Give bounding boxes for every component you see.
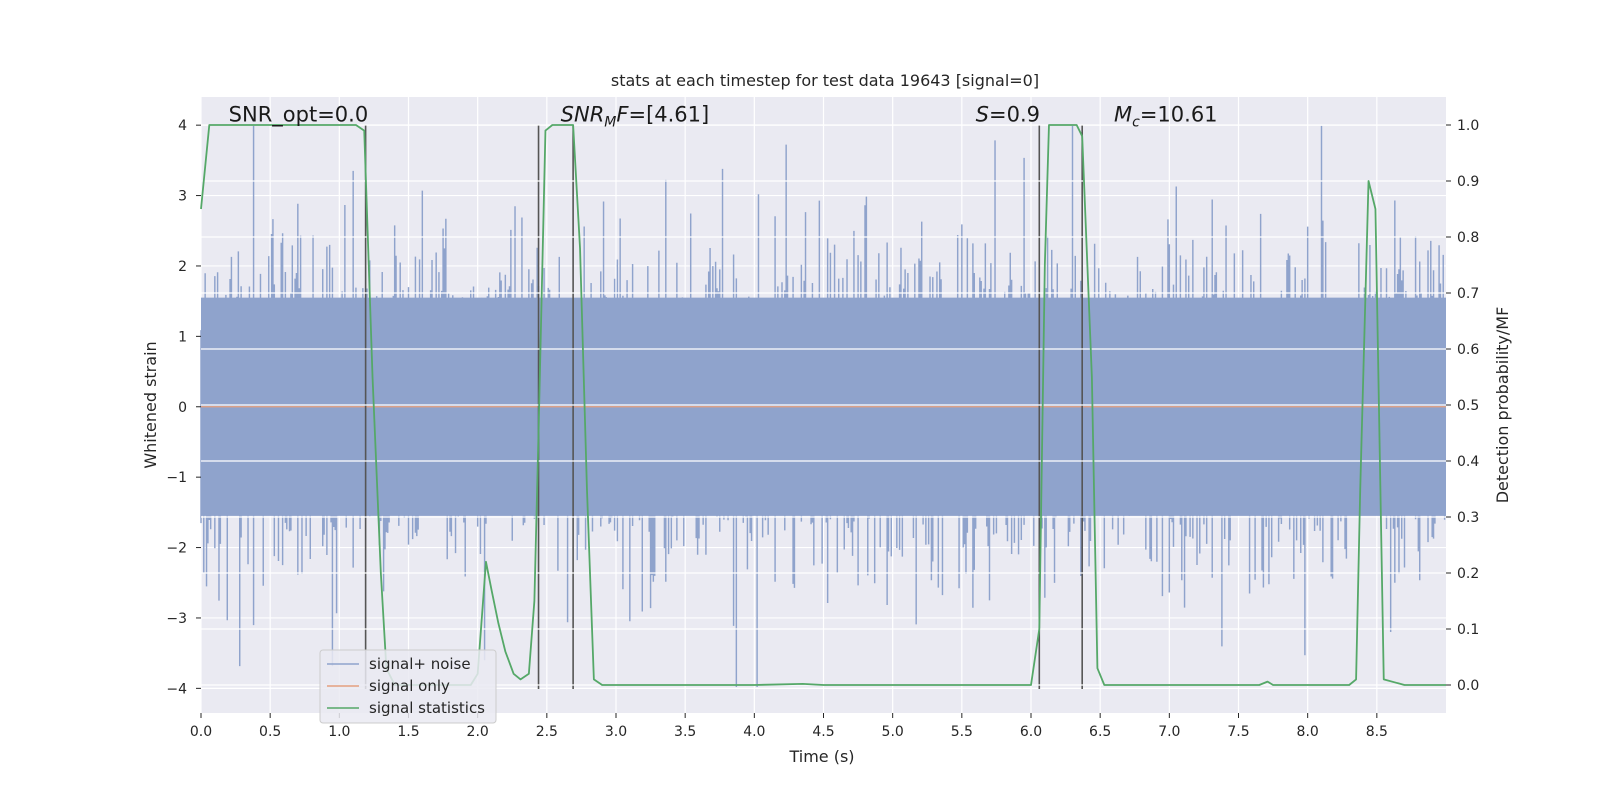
y-right-tick-label: 0.9: [1457, 174, 1479, 190]
y-right-tick-label: 0.5: [1457, 398, 1479, 414]
y-right-tick-label: 0.4: [1457, 454, 1479, 470]
y-axis-right: 1.0 0.9 0.8 0.7 0.6 0.5 0.4 0.3 0.2 0.1 0.0: [1446, 118, 1479, 694]
x-tick-label: 1.0: [328, 724, 350, 740]
y-right-tick-label: 0.6: [1457, 342, 1479, 358]
x-tick-label: 4.0: [743, 724, 765, 740]
x-axis: 0.0 0.5 1.0 1.5 2.0 2.5 3.0 3.5 4.0 4.5 5.0 5.5 6.0 6…: [190, 713, 1388, 740]
y-right-tick-label: 0.2: [1457, 566, 1479, 582]
vertical-markers: [364, 125, 1083, 689]
annotation-base: SNR: [561, 103, 605, 127]
y-axis-left: 4 3 2 1 0 −1 −2 −3 −4: [166, 118, 201, 697]
y-axis-label: Whitened strain: [141, 341, 160, 468]
x-tick-label: 5.0: [882, 724, 904, 740]
x-tick-label: 3.5: [674, 724, 696, 740]
x-tick-label: 7.0: [1158, 724, 1180, 740]
x-tick-label: 8.0: [1297, 724, 1319, 740]
x-tick-label: 1.5: [397, 724, 419, 740]
annotation: S=0.9: [976, 103, 1040, 127]
legend-box: [319, 649, 497, 724]
y-right-tick-label: 1.0: [1457, 118, 1479, 134]
y-tick-label: −3: [166, 611, 187, 627]
y-right-tick-label: 0.1: [1457, 622, 1479, 638]
y-right-tick-label: 0.0: [1457, 678, 1479, 694]
annotation-value: F=[4.61]: [616, 103, 709, 127]
annotation-subscript: M: [604, 115, 616, 131]
x-tick-label: 5.5: [951, 724, 973, 740]
y-right-tick-label: 0.3: [1457, 510, 1479, 526]
annotation: Mc=10.61: [1114, 103, 1218, 131]
x-tick-label: 0.0: [190, 724, 212, 740]
annotation: SNR_opt=0.0: [229, 103, 369, 128]
y-tick-label: 0: [178, 400, 187, 416]
legend-label-signal-only: signal only: [369, 677, 450, 695]
y-tick-label: 2: [178, 259, 187, 275]
y-tick-label: −4: [166, 681, 187, 697]
chart-title: stats at each timestep for test data 196…: [611, 71, 1039, 90]
x-tick-label: 2.0: [467, 724, 489, 740]
annotation-base: S: [976, 103, 989, 127]
annotation-rest: =[4.61]: [628, 103, 709, 127]
y-right-tick-label: 0.7: [1457, 286, 1479, 302]
legend-label-signal-statistics: signal statistics: [369, 699, 485, 717]
annotations: SNR_opt=0.0 SNRMF=[4.61] S=0.9 Mc=10.61: [229, 103, 1218, 131]
legend: signal+ noise signal only signal statist…: [319, 649, 497, 724]
y-tick-label: 1: [178, 329, 187, 345]
annotation-value: =0.9: [989, 103, 1040, 127]
annotation: SNRMF=[4.61]: [561, 103, 710, 131]
y-right-tick-label: 0.8: [1457, 230, 1479, 246]
y-tick-label: −1: [166, 470, 187, 486]
x-tick-label: 0.5: [259, 724, 281, 740]
y-tick-label: 4: [178, 118, 187, 134]
y-axis-right-label: Detection probability/MF: [1493, 307, 1512, 504]
x-axis-label: Time (s): [788, 747, 854, 766]
annotation-italic: F: [616, 103, 629, 127]
annotation-value: =10.61: [1140, 103, 1218, 127]
legend-label-signal-plus-noise: signal+ noise: [369, 655, 471, 673]
y-tick-label: 3: [178, 189, 187, 205]
y-tick-label: −2: [166, 541, 187, 557]
x-tick-label: 8.5: [1366, 724, 1388, 740]
x-tick-label: 2.5: [536, 724, 558, 740]
x-tick-label: 7.5: [1227, 724, 1249, 740]
annotation-subscript: c: [1132, 115, 1140, 131]
x-tick-label: 3.0: [605, 724, 627, 740]
annotation-base: M: [1114, 103, 1132, 127]
x-tick-label: 4.5: [812, 724, 834, 740]
x-tick-label: 6.5: [1089, 724, 1111, 740]
x-tick-label: 6.0: [1020, 724, 1042, 740]
